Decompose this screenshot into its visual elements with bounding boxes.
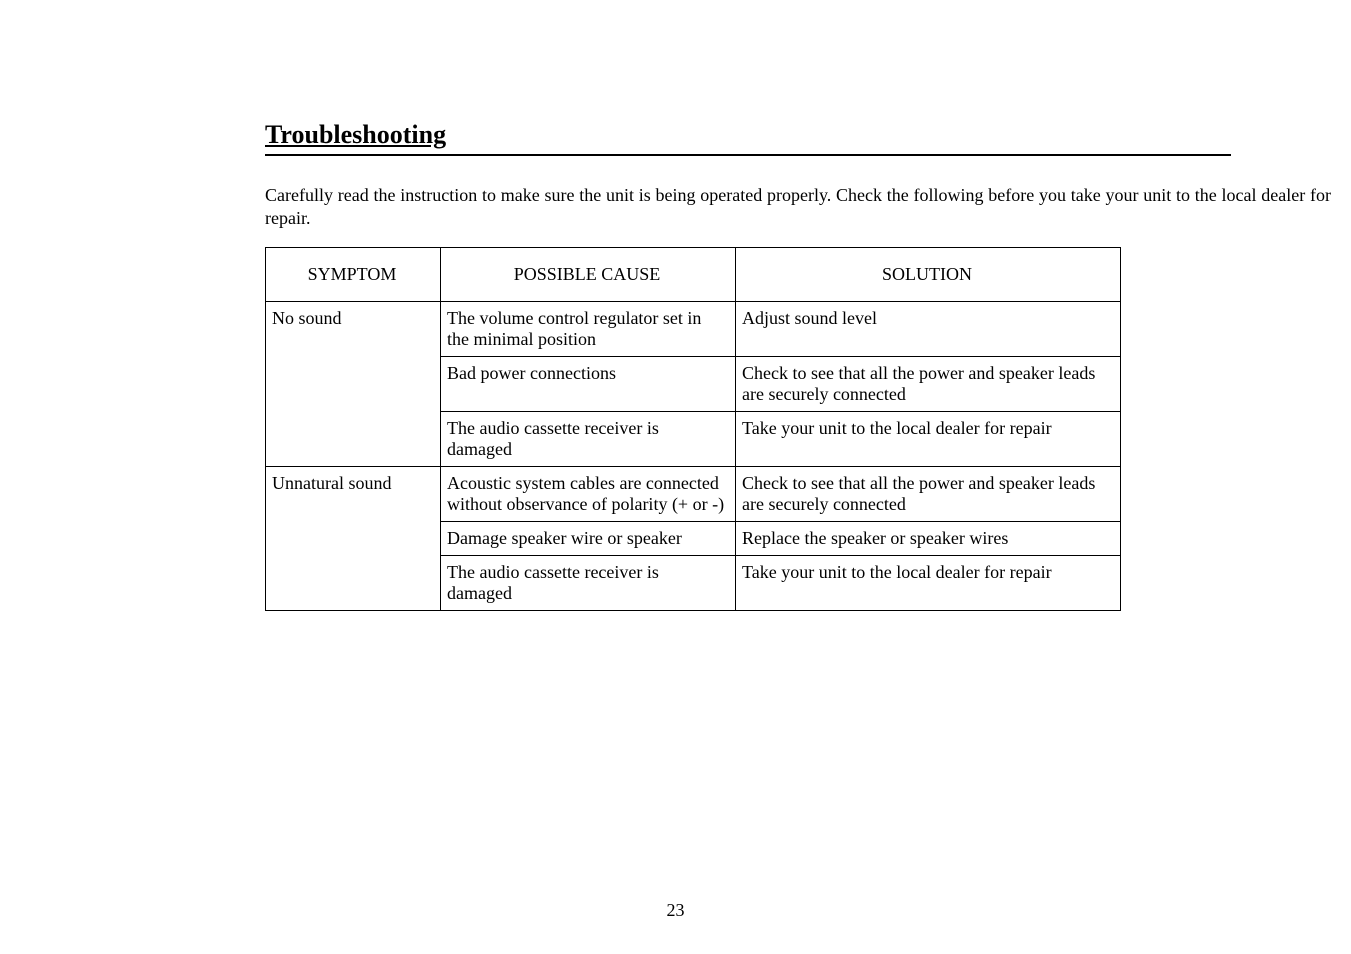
cell-solution: Adjust sound level	[736, 302, 1121, 357]
cell-symptom	[266, 357, 441, 412]
troubleshooting-table: SYMPTOM POSSIBLE CAUSE SOLUTION No sound…	[265, 247, 1121, 611]
page-container: Troubleshooting Carefully read the instr…	[0, 0, 1351, 611]
cell-symptom	[266, 412, 441, 467]
cell-symptom	[266, 556, 441, 611]
table-row: Bad power connections Check to see that …	[266, 357, 1121, 412]
header-cause: POSSIBLE CAUSE	[441, 248, 736, 302]
table-row: The audio cassette receiver is damaged T…	[266, 412, 1121, 467]
cell-symptom: Unnatural sound	[266, 467, 441, 522]
cell-solution: Take your unit to the local dealer for r…	[736, 412, 1121, 467]
header-solution: SOLUTION	[736, 248, 1121, 302]
page-number: 23	[0, 900, 1351, 921]
cell-symptom: No sound	[266, 302, 441, 357]
cell-cause: The audio cassette receiver is damaged	[441, 412, 736, 467]
cell-solution: Check to see that all the power and spea…	[736, 467, 1121, 522]
cell-solution: Replace the speaker or speaker wires	[736, 522, 1121, 556]
cell-solution: Take your unit to the local dealer for r…	[736, 556, 1121, 611]
cell-symptom	[266, 522, 441, 556]
cell-cause: The audio cassette receiver is damaged	[441, 556, 736, 611]
table-header-row: SYMPTOM POSSIBLE CAUSE SOLUTION	[266, 248, 1121, 302]
table-row: Unnatural sound Acoustic system cables a…	[266, 467, 1121, 522]
section-heading: Troubleshooting	[265, 120, 1351, 150]
cell-cause: Acoustic system cables are connected wit…	[441, 467, 736, 522]
cell-cause: Bad power connections	[441, 357, 736, 412]
cell-solution: Check to see that all the power and spea…	[736, 357, 1121, 412]
table-row: No sound The volume control regulator se…	[266, 302, 1121, 357]
cell-cause: The volume control regulator set in the …	[441, 302, 736, 357]
cell-cause: Damage speaker wire or speaker	[441, 522, 736, 556]
table-row: Damage speaker wire or speaker Replace t…	[266, 522, 1121, 556]
header-symptom: SYMPTOM	[266, 248, 441, 302]
intro-paragraph: Carefully read the instruction to make s…	[265, 184, 1331, 229]
table-row: The audio cassette receiver is damaged T…	[266, 556, 1121, 611]
heading-rule	[265, 154, 1231, 156]
